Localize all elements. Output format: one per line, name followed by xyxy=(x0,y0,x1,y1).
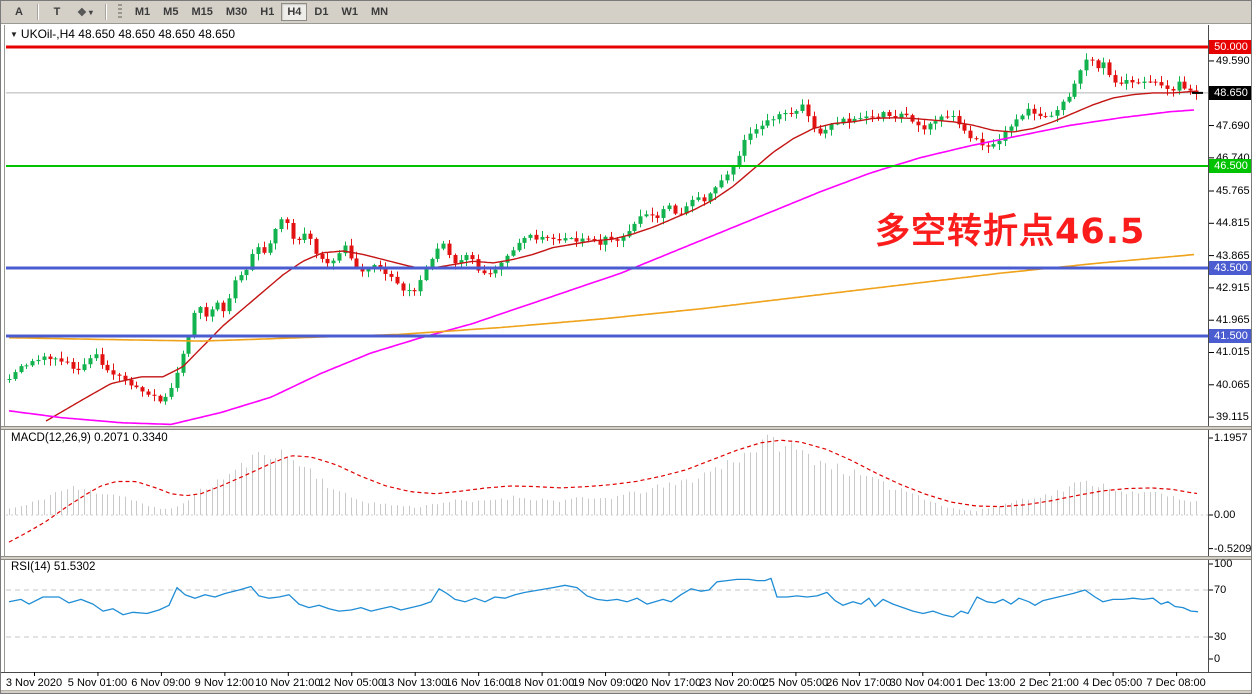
macd-signal-line xyxy=(8,439,1198,543)
timeframe-button-mn[interactable]: MN xyxy=(365,3,394,21)
ohlc-values: 48.650 48.650 48.650 48.650 xyxy=(78,27,236,41)
window-bottom-strip xyxy=(1,690,1251,693)
rsi-axis-label: 30 xyxy=(1214,631,1227,643)
time-axis-label: 7 Dec 08:00 xyxy=(1146,677,1206,689)
price-axis-label: 41.965 xyxy=(1216,314,1250,327)
time-axis-label: 20 Nov 17:00 xyxy=(635,677,702,689)
time-axis-label: 4 Dec 05:00 xyxy=(1082,677,1143,689)
price-axis-label: 40.065 xyxy=(1216,378,1250,391)
candlestick-series xyxy=(7,53,1199,405)
mid-ma-line xyxy=(8,109,1195,426)
timeframe-button-w1[interactable]: W1 xyxy=(335,3,364,21)
price-badge-50.000: 50.000 xyxy=(1209,40,1251,54)
text-label-tool-button[interactable]: T xyxy=(45,3,69,21)
rsi-axis-label: 100 xyxy=(1214,558,1233,570)
macd-axis-label: -0.5209 xyxy=(1214,542,1252,555)
time-axis-label: 23 Nov 20:00 xyxy=(699,677,765,689)
price-axis-label: 41.015 xyxy=(1216,346,1250,359)
letter-a-tool-button[interactable]: A xyxy=(7,3,31,21)
time-axis-label: 30 Nov 04:00 xyxy=(889,677,956,689)
time-axis-label: 13 Nov 13:00 xyxy=(381,677,448,689)
rsi-indicator-label: RSI(14) 51.5302 xyxy=(11,561,96,573)
time-axis-label: 16 Nov 16:00 xyxy=(445,677,511,689)
timeframe-button-d1[interactable]: D1 xyxy=(308,3,334,21)
time-axis-label: 1 Dec 13:00 xyxy=(956,677,1016,689)
time-axis-label: 3 Nov 2020 xyxy=(5,677,63,689)
timeframe-button-m15[interactable]: M15 xyxy=(185,3,218,21)
timeframe-button-m1[interactable]: M1 xyxy=(129,3,156,21)
macd-axis-label: 0.00 xyxy=(1214,509,1236,521)
timeframe-button-h1[interactable]: H1 xyxy=(254,3,280,21)
price-axis-label: 43.865 xyxy=(1216,249,1250,262)
toolbar-separator xyxy=(37,4,39,20)
time-axis-label: 10 Nov 21:00 xyxy=(255,677,321,689)
rsi-line xyxy=(8,577,1199,618)
price-axis-label: 39.115 xyxy=(1216,411,1249,424)
toolbar: A T ❖ ▾ M1 M5 M15 M30 H1 H4 D1 W1 MN xyxy=(1,1,1251,24)
slow-ma-line xyxy=(8,253,1195,342)
symbol-label: UKOil-,H4 xyxy=(20,27,75,41)
rsi-axis-label: 70 xyxy=(1214,584,1227,596)
panel-splitter[interactable] xyxy=(1,556,1251,560)
price-axis-label: 49.590 xyxy=(1216,54,1250,67)
price-badge-43.500: 43.500 xyxy=(1209,261,1251,275)
timeframe-button-m30[interactable]: M30 xyxy=(220,3,253,21)
macd-histogram xyxy=(9,434,1197,515)
price-axis-label: 42.915 xyxy=(1216,281,1250,294)
macd-axis-label: 1.1957 xyxy=(1214,432,1248,444)
chart-title: ▼ UKOil-,H4 48.650 48.650 48.650 48.650 xyxy=(10,27,235,41)
price-badge-41.500: 41.500 xyxy=(1209,329,1251,343)
fast-ma-line xyxy=(45,90,1196,422)
chart-annotation-text: 多空转折点46.5 xyxy=(875,212,1146,252)
rsi-axis-label: 0 xyxy=(1214,653,1221,665)
panel-splitter[interactable] xyxy=(1,426,1251,430)
macd-indicator-label: MACD(12,26,9) 0.2071 0.3340 xyxy=(11,432,168,444)
time-axis-label: 5 Nov 01:00 xyxy=(67,677,128,689)
toolbar-grip-handle[interactable] xyxy=(117,4,122,20)
timeframe-button-h4[interactable]: H4 xyxy=(281,3,308,21)
price-axis-label: 45.765 xyxy=(1216,184,1250,197)
caret-down-icon: ▾ xyxy=(88,7,93,17)
timeframe-button-m5[interactable]: M5 xyxy=(157,3,184,21)
shapes-icon: ❖ xyxy=(77,6,87,19)
time-axis-label: 25 Nov 05:00 xyxy=(762,677,829,689)
time-axis-label: 19 Nov 09:00 xyxy=(572,677,638,689)
price-badge-46.500: 46.500 xyxy=(1209,159,1251,173)
time-axis-label: 9 Nov 12:00 xyxy=(194,677,254,689)
time-axis-label: 2 Dec 21:00 xyxy=(1019,677,1079,689)
time-axis-label: 26 Nov 17:00 xyxy=(826,677,892,689)
toolbar-separator xyxy=(104,4,107,20)
current-price-badge: 48.650 xyxy=(1209,85,1251,100)
timeframe-button-group: M1 M5 M15 M30 H1 H4 D1 W1 MN xyxy=(129,3,394,21)
arrows-dropdown-button[interactable]: ❖ ▾ xyxy=(71,3,99,21)
symbol-dropdown-triangle-icon: ▼ xyxy=(10,30,18,39)
price-axis-label: 44.815 xyxy=(1216,217,1250,230)
price-axis-label: 47.690 xyxy=(1216,119,1250,132)
time-axis-label: 6 Nov 09:00 xyxy=(131,677,191,689)
time-axis-label: 18 Nov 01:00 xyxy=(508,677,575,689)
time-axis-label: 12 Nov 05:00 xyxy=(318,677,384,689)
